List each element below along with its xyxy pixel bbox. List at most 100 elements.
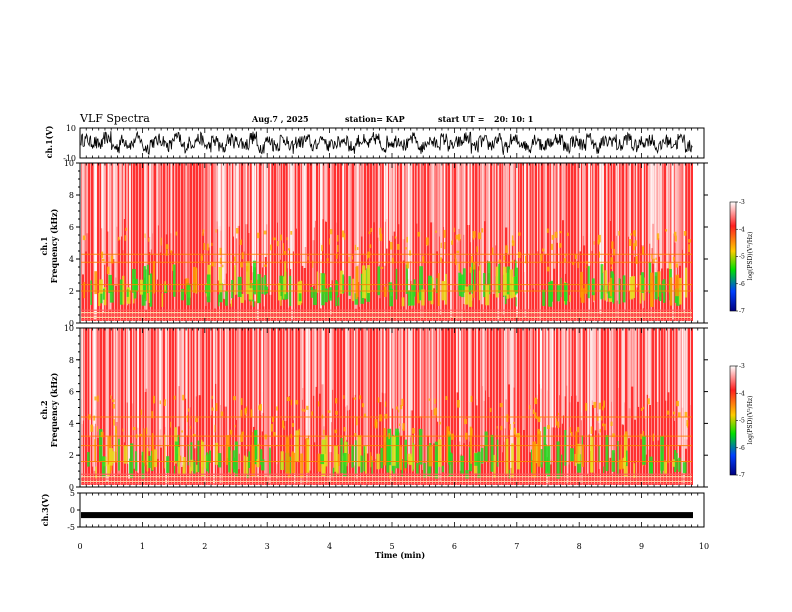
spec-speckle xyxy=(151,411,154,419)
spec-speckle xyxy=(144,233,146,238)
colorbar-gradient xyxy=(729,201,737,312)
spec-cell xyxy=(356,266,359,297)
spec-streak xyxy=(305,328,306,439)
spec-speckle xyxy=(478,232,482,240)
spec-cell xyxy=(164,434,166,469)
spec-streak xyxy=(291,163,293,323)
spec-streak xyxy=(661,163,663,269)
spec-streak xyxy=(132,328,133,404)
spec-ytick-label: 8 xyxy=(69,356,74,365)
spec-cell xyxy=(178,447,180,475)
spec-streak xyxy=(269,163,272,295)
spec-cell xyxy=(355,440,357,475)
spec-streak xyxy=(514,328,517,435)
spec-cell xyxy=(633,463,636,478)
spec-speckle xyxy=(585,403,588,411)
spec-speckle xyxy=(453,227,455,233)
spec-streak xyxy=(210,328,212,416)
spec-speckle xyxy=(215,229,217,233)
spec-cell xyxy=(469,463,473,472)
spec-cell xyxy=(87,452,90,467)
spec-streak xyxy=(678,328,681,446)
spec-speckle xyxy=(444,242,446,250)
spec-streak xyxy=(86,163,89,234)
spec-cell xyxy=(569,295,571,302)
spec-streak xyxy=(591,163,593,251)
spec-cell xyxy=(451,453,453,476)
spec-streak xyxy=(111,328,113,397)
spec-streak xyxy=(366,328,369,454)
spec-cell xyxy=(337,297,340,306)
spec-cell xyxy=(474,453,479,466)
spec-streak xyxy=(503,328,506,429)
spec-speckle xyxy=(153,395,155,404)
spec-speckle xyxy=(160,237,162,246)
spec-speckle xyxy=(610,257,614,265)
spec-speckle xyxy=(97,395,99,402)
spec-cell xyxy=(682,462,687,474)
spec-streak xyxy=(145,328,148,389)
spec-streak xyxy=(562,328,565,416)
spec-streak xyxy=(571,328,572,397)
spec-streak xyxy=(115,163,117,286)
spec-speckle xyxy=(652,258,655,263)
spec-streak xyxy=(381,328,383,393)
spec-cell xyxy=(391,436,396,466)
spec-speckle xyxy=(455,234,459,240)
spec-streak xyxy=(669,163,671,255)
spec-streak xyxy=(174,163,176,311)
spec-streak xyxy=(223,163,225,299)
spec-cell xyxy=(498,263,501,293)
spec-cell xyxy=(511,443,514,478)
spec-streak xyxy=(588,163,591,266)
spec-speckle xyxy=(318,401,320,407)
spec-streak xyxy=(184,163,187,279)
spec-streak xyxy=(393,163,396,232)
spec-streak xyxy=(543,328,545,417)
spec-cell xyxy=(667,446,669,464)
spec-streak xyxy=(159,163,162,253)
x-axis-label: Time (min) xyxy=(375,550,425,560)
spec-streak xyxy=(613,328,615,453)
spec-speckle xyxy=(634,240,637,247)
spec-ytick-label: 2 xyxy=(69,287,74,296)
spec-streak xyxy=(348,163,351,299)
spec-streak xyxy=(400,328,402,436)
spec-speckle xyxy=(112,399,115,403)
spec-streak xyxy=(424,328,426,477)
spec-cell xyxy=(128,288,131,299)
spec-streak xyxy=(312,328,315,396)
spec-cell xyxy=(540,449,543,468)
spec-cell xyxy=(161,293,164,307)
spec-speckle xyxy=(220,411,224,416)
spec-streak xyxy=(244,163,246,301)
spec-cell xyxy=(409,456,413,466)
spec-cell xyxy=(660,436,664,471)
spec-speckle xyxy=(476,246,478,253)
spec-cell xyxy=(493,454,496,478)
spec-streak xyxy=(554,328,556,428)
spec-streak xyxy=(321,328,324,385)
spec-cell xyxy=(118,438,120,471)
spec-speckle xyxy=(675,263,679,268)
spec-speckle xyxy=(456,400,460,408)
spec-cell xyxy=(193,460,196,475)
spec-streak xyxy=(657,163,660,239)
spec-cell xyxy=(335,280,337,307)
ch2-spec-ylabel: Frequency (kHz) xyxy=(49,372,59,447)
spec-speckle xyxy=(559,243,562,248)
spec-cell xyxy=(387,428,392,466)
spec-streak xyxy=(123,163,125,219)
spec-streak xyxy=(593,163,595,303)
spec-streak xyxy=(531,328,533,473)
spec-streak xyxy=(301,328,303,487)
spec-speckle xyxy=(417,231,421,237)
spec-speckle xyxy=(186,414,188,423)
spec-streak xyxy=(682,163,683,250)
spec-streak xyxy=(432,163,435,289)
spec-speckle xyxy=(678,412,681,417)
spec-speckle xyxy=(125,227,127,231)
spec-speckle xyxy=(555,418,558,426)
spec-streak xyxy=(202,163,204,234)
spec-streak xyxy=(167,328,169,446)
